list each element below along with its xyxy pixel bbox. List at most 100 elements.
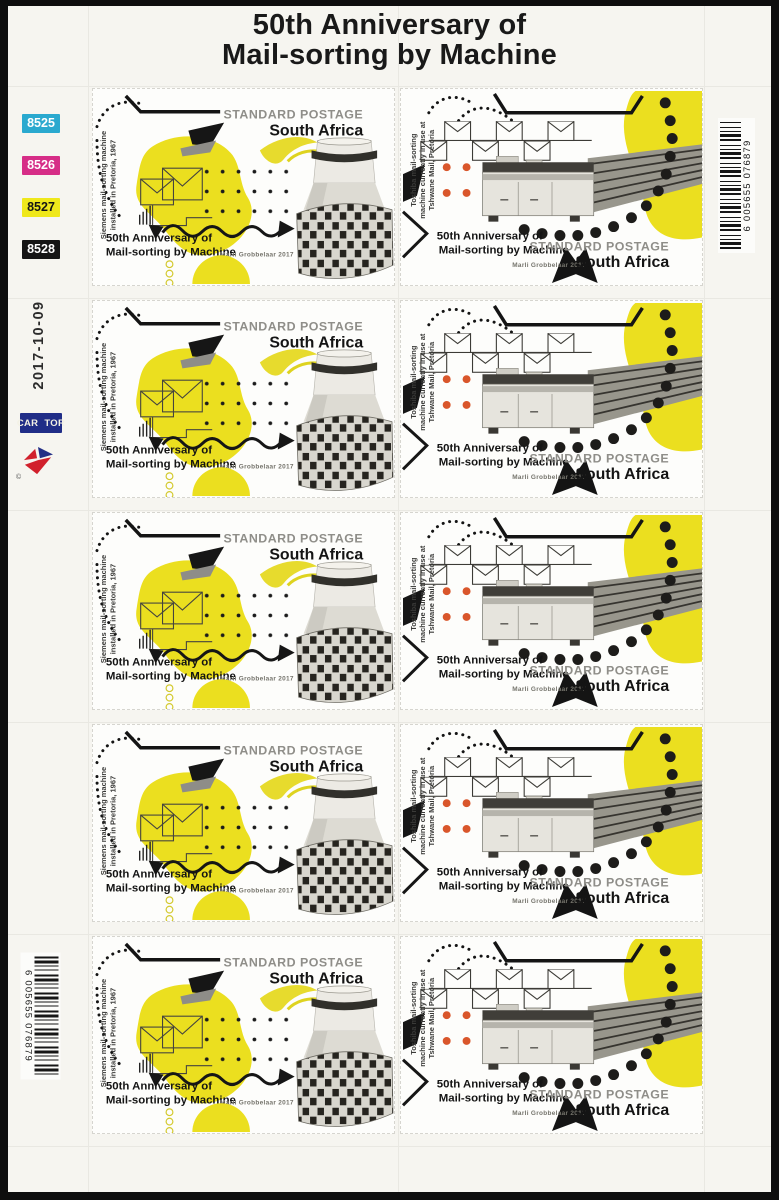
stamp-siemens-art: STANDARD POSTAGE South Africa 50th Anniv… [95, 942, 394, 1133]
side-note-line1: Toshiba mail-sorting [409, 981, 418, 1055]
dot-grid [204, 1002, 294, 1072]
dotted-arc [457, 530, 514, 547]
flag-shadow [180, 564, 217, 581]
side-note-line1: Toshiba mail-sorting [409, 345, 418, 419]
chevron-outline [401, 846, 429, 895]
side-note-line1: Toshiba mail-sorting [409, 133, 418, 207]
fence-marks [138, 205, 151, 225]
dotted-arc [95, 524, 147, 553]
angular-line [124, 518, 221, 538]
color-chip-magenta: 8526 [22, 156, 60, 175]
artist-credit: Marli Grobbelaar 2017 [220, 463, 294, 470]
fence-marks [138, 1053, 151, 1073]
carousel-machine-image [296, 773, 394, 915]
angular-line [124, 942, 221, 962]
standard-postage-label: STANDARD POSTAGE [223, 744, 363, 758]
stamp-row: STANDARD POSTAGE South Africa 50th Anniv… [92, 724, 704, 922]
standard-postage-label: STANDARD POSTAGE [223, 108, 363, 122]
side-note: Siemens mail-sorting machine installed i… [99, 979, 117, 1087]
country-label: South Africa [575, 1102, 669, 1119]
dot-grid [204, 366, 294, 436]
caption-line2: Mail-sorting by Machine [106, 458, 236, 470]
caption-line1: 50th Anniversary of [106, 232, 212, 244]
arrowhead-right [277, 856, 295, 874]
caption-line1: 50th Anniversary of [106, 444, 212, 456]
outline-circles [165, 260, 174, 285]
standard-postage-label: STANDARD POSTAGE [529, 239, 669, 253]
angular-line [492, 93, 644, 115]
lightning-shape [551, 247, 598, 284]
envelope-icon [140, 379, 213, 439]
stamp-siemens-art: STANDARD POSTAGE South Africa 50th Anniv… [95, 518, 394, 709]
standard-postage-label: STANDARD POSTAGE [529, 451, 669, 465]
side-note-line1: Siemens mail-sorting machine [99, 343, 108, 451]
stamp-siemens: STANDARD POSTAGE South Africa 50th Anniv… [92, 512, 395, 710]
dotted-arc [95, 774, 123, 856]
chevron-outline [401, 210, 429, 259]
yellow-semicircle [192, 467, 250, 497]
caption-line1: 50th Anniversary of [437, 1078, 543, 1090]
cut-line [8, 298, 771, 299]
cartor-printer-logo: CAR TOR [17, 413, 65, 433]
side-note-line2: machine currently in use at [418, 121, 427, 219]
barcode-bars-icon [34, 956, 59, 1076]
conveyor-machine-image [482, 144, 702, 222]
wavy-arrow-icon [161, 224, 283, 238]
stamp-toshiba-art: 50th Anniversary of Mail-sorting by Mach… [401, 514, 702, 708]
black-flag [188, 546, 225, 571]
lightning-shape [551, 459, 598, 496]
fence-marks [138, 841, 151, 861]
stamp-siemens: STANDARD POSTAGE South Africa 50th Anniv… [92, 724, 395, 922]
black-dots-curve [518, 97, 678, 241]
envelope-row [420, 757, 592, 797]
black-dots-curve [518, 945, 678, 1089]
arrowhead-right [277, 432, 295, 450]
caption-line2: Mail-sorting by Machine [106, 1094, 236, 1106]
side-note-line1: Siemens mail-sorting machine [99, 555, 108, 663]
angular-line [492, 729, 644, 751]
angular-line [124, 730, 221, 750]
caption-line2: Mail-sorting by Machine [439, 880, 569, 892]
side-note-line2: machine currently in use at [418, 969, 427, 1067]
caption-line2: Mail-sorting by Machine [439, 244, 569, 256]
dotted-arc [95, 562, 123, 644]
dotted-arc [95, 100, 147, 129]
sheet-title-line1: 50th Anniversary of [252, 9, 527, 41]
side-note-line3: Tshwane Mail, Pretoria [427, 341, 436, 423]
print-date: 2017-10-09 [31, 300, 47, 390]
flag-shadow [180, 140, 217, 157]
caption-line2: Mail-sorting by Machine [439, 456, 569, 468]
dotted-arc [95, 948, 147, 977]
black-chevron [402, 588, 425, 626]
angular-line [492, 305, 644, 327]
caption-line1: 50th Anniversary of [437, 654, 543, 666]
side-note: Siemens mail-sorting machine installed i… [99, 555, 117, 663]
dotted-arc [427, 519, 477, 539]
conveyor-machine-image [482, 992, 702, 1070]
standard-postage-label: STANDARD POSTAGE [529, 1087, 669, 1101]
color-chip-black: 8528 [22, 240, 60, 259]
black-flag [188, 970, 225, 995]
side-note-line3: Tshwane Mail, Pretoria [427, 765, 436, 847]
caption-line1: 50th Anniversary of [437, 442, 543, 454]
standard-postage-label: STANDARD POSTAGE [529, 875, 669, 889]
stamp-row: STANDARD POSTAGE South Africa 50th Anniv… [92, 88, 704, 286]
side-note: Toshiba mail-sorting machine currently i… [409, 969, 436, 1067]
cut-line [8, 934, 771, 935]
black-flag [188, 122, 225, 147]
angular-line [124, 94, 221, 114]
dotted-arc [427, 731, 477, 751]
fence-marks [138, 629, 151, 649]
conveyor-machine-image [482, 356, 702, 434]
caption-line1: 50th Anniversary of [106, 656, 212, 668]
sheet-title-line2: Mail-sorting by Machine [222, 39, 557, 72]
dotted-arc [457, 106, 514, 123]
side-note-line2: installed in Pretoria, 1967 [108, 564, 117, 654]
caption-line1: 50th Anniversary of [106, 868, 212, 880]
envelope-row [420, 969, 592, 1009]
yellow-semicircle [192, 1103, 250, 1133]
caption-line1: 50th Anniversary of [437, 230, 543, 242]
envelope-row [420, 333, 592, 373]
artist-credit: Marli Grobbelaar 2017 [220, 887, 294, 894]
angular-line [492, 941, 644, 963]
